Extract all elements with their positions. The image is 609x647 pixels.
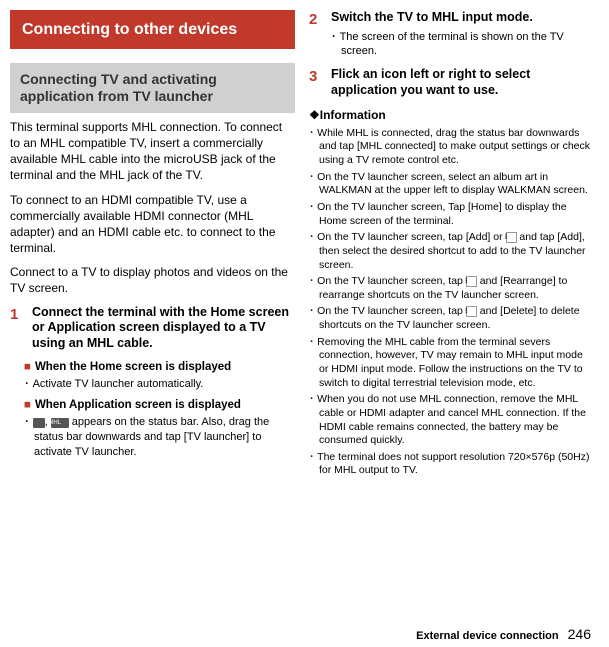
page-footer: External device connection 246 bbox=[0, 625, 609, 644]
info-text: Removing the MHL cable from the terminal… bbox=[317, 336, 583, 389]
info-item: ･ On the TV launcher screen, select an a… bbox=[309, 171, 594, 198]
step-number: 1 bbox=[10, 305, 24, 352]
bullet-text: Activate TV launcher automatically. bbox=[33, 378, 204, 390]
mhl-icon: MHL bbox=[51, 418, 69, 428]
step-number: 3 bbox=[309, 67, 323, 98]
information-heading: ❖Information bbox=[309, 107, 594, 123]
info-text: On the TV launcher screen, tap bbox=[317, 275, 466, 287]
info-item: ･ Removing the MHL cable from the termin… bbox=[309, 336, 594, 391]
step-text: Flick an icon left or right to select ap… bbox=[331, 67, 594, 98]
menu-dots-icon: ⁝ bbox=[466, 306, 477, 317]
info-item: ･ On the TV launcher screen, tap ⁝ and [… bbox=[309, 305, 594, 332]
bullet-item: ･ Activate TV launcher automatically. bbox=[10, 377, 295, 392]
info-text: The terminal does not support resolution… bbox=[317, 451, 589, 477]
sub-heading: ■When the Home screen is displayed bbox=[24, 360, 295, 376]
info-text: When you do not use MHL connection, remo… bbox=[317, 393, 586, 446]
info-text: On the TV launcher screen, tap [Add] or bbox=[317, 231, 505, 243]
step-text: Connect the terminal with the Home scree… bbox=[32, 305, 295, 352]
info-text: On the TV launcher screen, tap bbox=[317, 305, 466, 317]
step-1: 1 Connect the terminal with the Home scr… bbox=[10, 305, 295, 352]
menu-dots-icon: ⁝ bbox=[466, 276, 477, 287]
info-text: On the TV launcher screen, Tap [Home] to… bbox=[317, 201, 566, 227]
paragraph: To connect to an HDMI compatible TV, use… bbox=[10, 192, 295, 257]
sub-heading-text: When the Home screen is displayed bbox=[35, 361, 231, 373]
bullet-text: appears on the status bar. Also, drag th… bbox=[34, 416, 269, 458]
info-item: ･ While MHL is connected, drag the statu… bbox=[309, 127, 594, 168]
step-number: 2 bbox=[309, 10, 323, 59]
menu-dots-icon: ⁝ bbox=[506, 232, 517, 243]
paragraph: This terminal supports MHL connection. T… bbox=[10, 119, 295, 184]
sub-heading-text: When Application screen is displayed bbox=[35, 399, 241, 411]
page-number: 246 bbox=[568, 626, 591, 642]
info-item: ･ The terminal does not support resoluti… bbox=[309, 451, 594, 478]
info-item: ･ On the TV launcher screen, tap [Add] o… bbox=[309, 231, 594, 272]
info-text: While MHL is connected, drag the status … bbox=[317, 127, 590, 166]
sub-heading: ■When Application screen is displayed bbox=[24, 398, 295, 414]
screen-icon bbox=[33, 418, 45, 428]
step-text: Switch the TV to MHL input mode. bbox=[331, 10, 594, 26]
info-item: ･ On the TV launcher screen, Tap [Home] … bbox=[309, 201, 594, 228]
bullet-item: ･ , MHL appears on the status bar. Also,… bbox=[10, 415, 295, 460]
step-sub: ･ The screen of the terminal is shown on… bbox=[331, 30, 594, 60]
paragraph: Connect to a TV to display photos and vi… bbox=[10, 264, 295, 296]
footer-section: External device connection bbox=[416, 630, 558, 642]
section-title: Connecting TV and activating application… bbox=[10, 63, 295, 113]
step-3: 3 Flick an icon left or right to select … bbox=[309, 67, 594, 98]
chapter-title: Connecting to other devices bbox=[10, 10, 295, 49]
info-item: ･ When you do not use MHL connection, re… bbox=[309, 393, 594, 448]
step-sub-text: The screen of the terminal is shown on t… bbox=[340, 31, 564, 58]
step-2: 2 Switch the TV to MHL input mode. ･ The… bbox=[309, 10, 594, 59]
info-item: ･ On the TV launcher screen, tap ⁝ and [… bbox=[309, 275, 594, 302]
info-text: On the TV launcher screen, select an alb… bbox=[317, 171, 588, 197]
